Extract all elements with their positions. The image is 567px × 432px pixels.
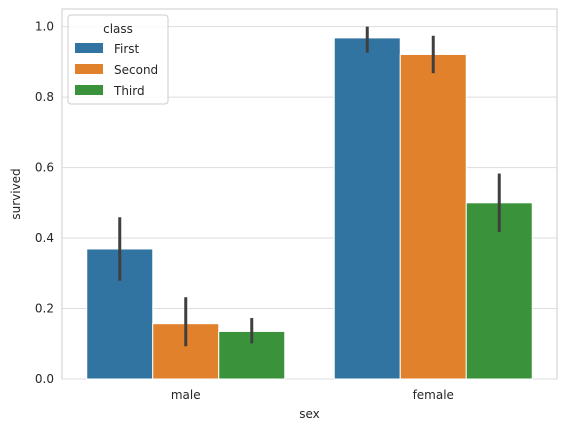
y-tick-label: 0.8: [35, 90, 54, 104]
legend-swatch-second: [75, 64, 103, 74]
y-tick-labels: 0.0 0.2 0.4 0.6 0.8 1.0: [35, 20, 54, 386]
x-tick-label: male: [171, 388, 201, 402]
legend-box: [67, 14, 169, 105]
y-tick-label: 0.6: [35, 161, 54, 175]
x-tick-label: female: [413, 388, 454, 402]
legend: class First Second Third: [67, 14, 169, 105]
y-tick-label: 0.0: [35, 372, 54, 386]
legend-swatch-third: [75, 85, 103, 95]
x-axis-label: sex: [299, 407, 320, 421]
legend-label-first: First: [114, 42, 140, 56]
bar-third-female: [465, 202, 533, 380]
legend-title: class: [103, 22, 133, 36]
y-tick-label: 1.0: [35, 20, 54, 34]
bar-second-female: [399, 53, 467, 380]
y-tick-label: 0.2: [35, 302, 54, 316]
y-tick-label: 0.4: [35, 231, 54, 245]
bar-first-female: [333, 37, 401, 380]
error-bars-group: [118, 26, 501, 347]
legend-label-third: Third: [113, 84, 145, 98]
legend-items: First Second Third: [75, 42, 158, 98]
x-tick-labels: male female: [171, 388, 454, 402]
y-axis-label: survived: [9, 168, 23, 219]
legend-swatch-first: [75, 43, 103, 53]
legend-label-second: Second: [114, 63, 158, 77]
